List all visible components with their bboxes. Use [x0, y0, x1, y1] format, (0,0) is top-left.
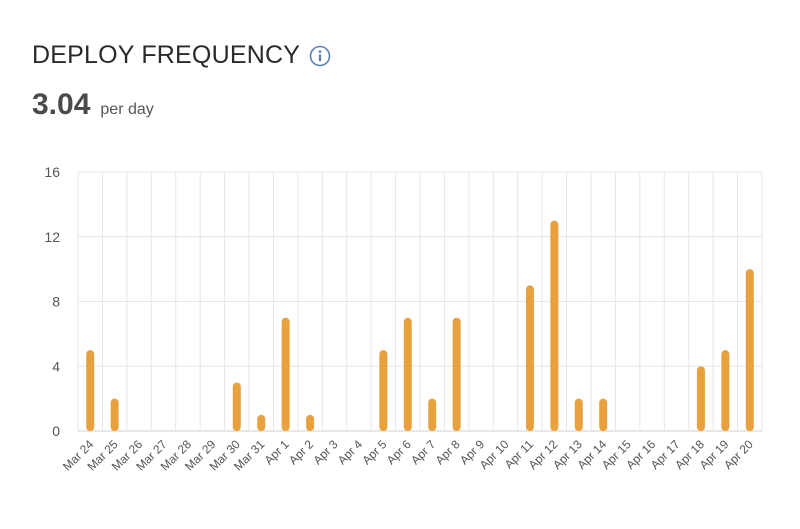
bar[interactable] [574, 398, 583, 431]
metric-summary: 3.04 per day [32, 88, 154, 122]
widget-title: DEPLOY FREQUENCY [32, 41, 301, 69]
bar[interactable] [696, 366, 705, 431]
y-axis-ticks: 0 4 8 12 16 [44, 164, 60, 439]
bar[interactable] [721, 350, 730, 431]
x-tick-label: Apr 6 [384, 437, 414, 467]
bar[interactable] [306, 414, 315, 431]
x-tick-label: Apr 2 [286, 437, 316, 467]
x-tick-label: Apr 1 [262, 437, 292, 467]
y-tick-label: 12 [44, 229, 60, 245]
bar[interactable] [428, 398, 437, 431]
bar[interactable] [452, 317, 461, 431]
y-tick-label: 16 [44, 164, 60, 180]
chart-grid [77, 171, 763, 432]
bar[interactable] [232, 382, 241, 431]
x-tick-label: Apr 5 [359, 437, 389, 467]
bar[interactable] [745, 269, 754, 431]
bar[interactable] [403, 317, 412, 431]
y-tick-label: 0 [52, 423, 60, 439]
x-tick-label: Apr 8 [433, 437, 463, 467]
metric-value: 3.04 [32, 88, 91, 121]
y-tick-label: 8 [52, 294, 60, 310]
chart-bars [86, 220, 754, 431]
bar[interactable] [525, 285, 534, 431]
widget-header: DEPLOY FREQUENCY [32, 38, 331, 72]
y-tick-label: 4 [52, 358, 60, 374]
bar[interactable] [550, 220, 559, 431]
x-tick-label: Apr 4 [335, 437, 365, 467]
x-tick-label: Apr 3 [310, 437, 340, 467]
bar[interactable] [281, 317, 290, 431]
metric-unit: per day [100, 101, 154, 118]
x-tick-label: Apr 7 [408, 437, 438, 467]
bar[interactable] [379, 350, 388, 431]
bar[interactable] [599, 398, 608, 431]
bar[interactable] [257, 414, 266, 431]
bar[interactable] [86, 350, 95, 431]
info-icon[interactable] [309, 45, 331, 67]
bar[interactable] [110, 398, 119, 431]
